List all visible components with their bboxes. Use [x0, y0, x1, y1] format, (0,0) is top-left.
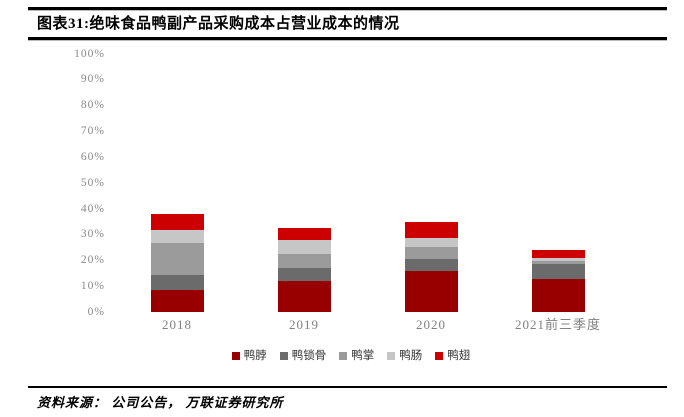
y-axis-tick-label: 20% — [80, 254, 105, 267]
bar-segment-鸭翅-2021前三季度 — [531, 249, 585, 258]
y-axis-tick-label: 100% — [74, 47, 105, 60]
legend-item-鸭肠: 鸭肠 — [387, 350, 422, 362]
legend-swatch-icon — [231, 352, 240, 360]
x-axis-category-label: 2021前三季度 — [514, 317, 601, 332]
y-axis-tick-label: 90% — [80, 73, 105, 86]
figure-title: 图表31:绝味食品鸭副产品采购成本占营业成本的情况 — [37, 16, 400, 32]
footer-rule — [28, 386, 667, 388]
legend-swatch-icon — [387, 352, 396, 360]
bar-segment-鸭锁骨-2019 — [277, 268, 331, 282]
bar-segment-鸭脖-2018 — [150, 289, 204, 312]
y-axis-tick-label: 60% — [80, 150, 105, 163]
bar-segment-鸭肠-2021前三季度 — [531, 257, 585, 261]
bar-segment-鸭脖-2019 — [277, 281, 331, 312]
y-axis-tick-label: 80% — [80, 99, 105, 112]
y-axis-tick-label: 30% — [80, 228, 105, 241]
y-axis-tick-label: 40% — [80, 202, 105, 215]
y-axis-tick-label: 10% — [80, 280, 105, 293]
bar-segment-鸭锁骨-2021前三季度 — [531, 264, 585, 279]
legend-item-label: 鸭肠 — [399, 350, 423, 362]
legend-item-鸭脖: 鸭脖 — [231, 350, 267, 362]
stacked-bar-chart: 0% 10% 20% 30% 40% 50% 60% 70% 80% 90% 100% 2018 201… — [0, 44, 684, 374]
bar-segment-鸭脖-2020 — [404, 270, 458, 312]
legend-item-label: 鸭锁骨 — [291, 350, 327, 362]
bar-segment-鸭翅-2020 — [404, 222, 458, 238]
bar-segment-鸭掌-2021前三季度 — [531, 260, 585, 265]
title-top-rule — [28, 7, 667, 11]
legend-swatch-icon — [339, 352, 348, 360]
legend-swatch-icon — [279, 352, 288, 360]
x-axis-category-label: 2019 — [289, 317, 319, 332]
x-axis-category-label: 2020 — [416, 317, 446, 332]
bar-segment-鸭掌-2018 — [150, 243, 204, 276]
legend-item-label: 鸭翅 — [447, 350, 471, 362]
source-note: 资料来源： 公司公告， 万联证券研究所 — [37, 395, 284, 410]
chart-legend: 鸭脖 鸭锁骨 鸭掌 鸭肠 鸭翅 — [9, 350, 684, 362]
legend-swatch-icon — [435, 352, 444, 360]
bar-segment-鸭肠-2020 — [404, 237, 458, 247]
bar-segment-鸭锁骨-2018 — [150, 275, 204, 290]
y-axis-tick-label: 70% — [80, 125, 105, 138]
x-axis-category-label: 2018 — [162, 317, 192, 332]
legend-item-鸭锁骨: 鸭锁骨 — [279, 350, 327, 362]
bar-segment-鸭锁骨-2020 — [404, 258, 458, 271]
bar-segment-鸭翅-2019 — [277, 228, 331, 241]
legend-item-鸭翅: 鸭翅 — [435, 350, 470, 362]
bar-segment-鸭掌-2019 — [277, 253, 331, 269]
bar-segment-鸭脖-2021前三季度 — [531, 278, 585, 312]
legend-item-鸭掌: 鸭掌 — [339, 350, 374, 362]
title-bottom-rule — [28, 37, 667, 41]
y-axis-tick-label: 0% — [87, 306, 105, 318]
bar-segment-鸭肠-2018 — [150, 230, 204, 243]
legend-item-label: 鸭掌 — [351, 350, 375, 362]
bar-segment-鸭翅-2018 — [150, 213, 204, 231]
y-axis-tick-label: 50% — [80, 176, 105, 189]
bar-segment-鸭肠-2019 — [277, 240, 331, 254]
legend-item-label: 鸭脖 — [243, 350, 267, 362]
bar-segment-鸭掌-2020 — [404, 246, 458, 259]
